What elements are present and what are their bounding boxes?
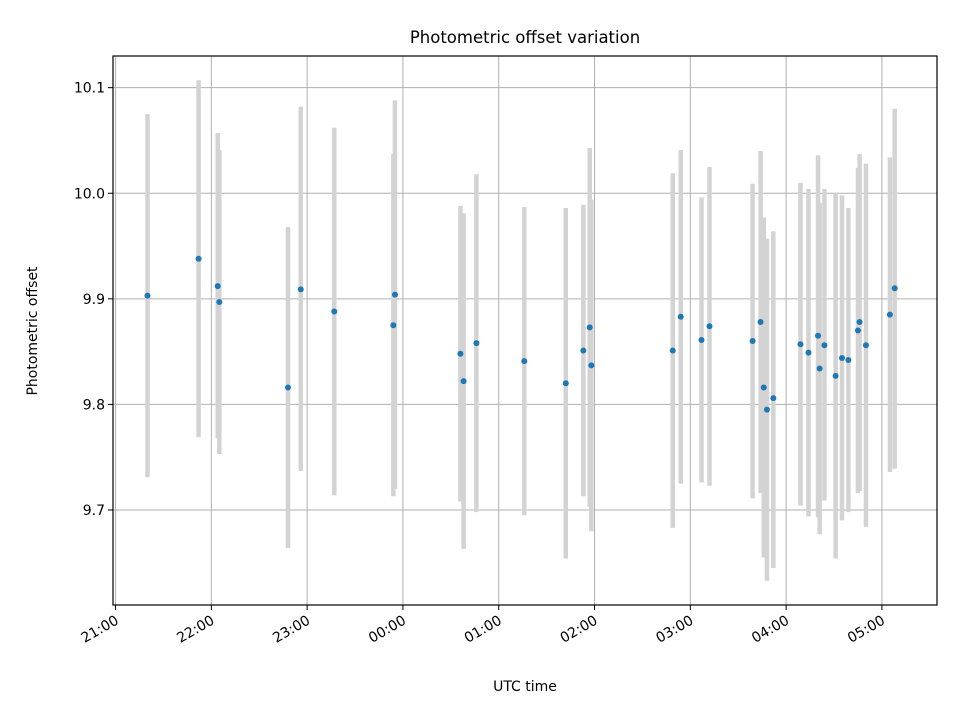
- data-point: [562, 380, 569, 387]
- data-point: [457, 350, 464, 357]
- y-axis-ticks: 9.7 9.8 9.9 10.0 10.1: [74, 81, 113, 519]
- data-point: [891, 285, 898, 292]
- data-point: [521, 358, 528, 365]
- data-point: [284, 384, 291, 391]
- data-point: [588, 362, 595, 369]
- data-point: [821, 342, 828, 349]
- data-point: [854, 327, 861, 334]
- y-axis-label: Photometric offset: [25, 266, 41, 396]
- data-point: [586, 324, 593, 331]
- y-tick-label: 9.7: [83, 503, 105, 519]
- data-point: [845, 357, 852, 364]
- data-point: [832, 372, 839, 379]
- data-point: [460, 378, 467, 385]
- data-point: [839, 354, 846, 361]
- data-point: [390, 322, 397, 329]
- y-tick-label: 9.9: [83, 292, 105, 308]
- data-point: [214, 283, 221, 290]
- data-point: [297, 286, 304, 293]
- data-point: [886, 311, 893, 318]
- data-point: [391, 291, 398, 298]
- data-point: [580, 347, 587, 354]
- data-point: [760, 384, 767, 391]
- data-point: [757, 319, 764, 326]
- data-point: [331, 308, 338, 315]
- data-point: [816, 365, 823, 372]
- data-point: [856, 319, 863, 326]
- data-point: [797, 341, 804, 348]
- data-point: [195, 255, 202, 262]
- data-point: [669, 347, 676, 354]
- data-point: [216, 298, 223, 305]
- data-point: [677, 313, 684, 320]
- x-axis-label: UTC time: [493, 679, 557, 695]
- data-point: [144, 292, 151, 299]
- data-points: [144, 255, 898, 413]
- data-point: [763, 406, 770, 413]
- data-point: [749, 338, 756, 345]
- y-tick-label: 10.0: [74, 186, 105, 202]
- data-point: [698, 337, 705, 344]
- chart-title: Photometric offset variation: [410, 28, 640, 47]
- plot-frame: [112, 55, 938, 606]
- data-point: [770, 395, 777, 402]
- data-point: [706, 323, 713, 330]
- data-point: [815, 332, 822, 339]
- y-tick-label: 9.8: [83, 397, 105, 413]
- data-point: [805, 349, 812, 356]
- data-point: [862, 342, 869, 349]
- data-point: [473, 340, 480, 347]
- y-tick-label: 10.1: [74, 81, 105, 97]
